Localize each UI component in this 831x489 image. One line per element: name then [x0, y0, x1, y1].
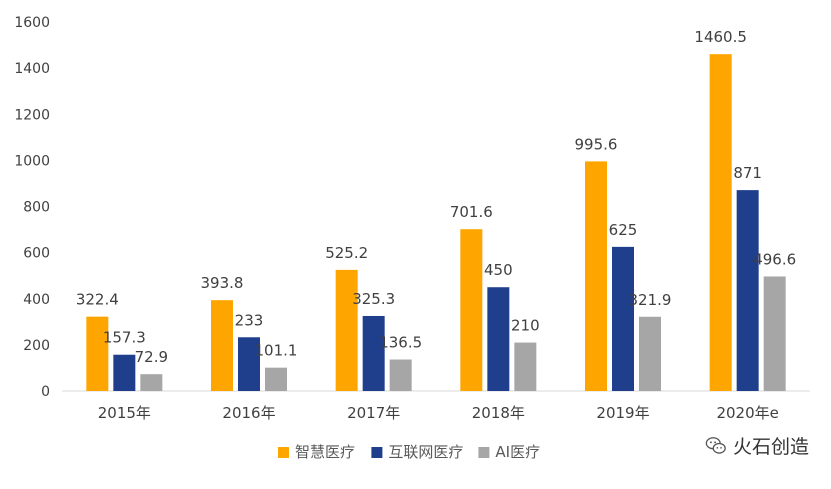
bar — [487, 287, 510, 391]
x-tick-label: 2020年e — [716, 404, 778, 422]
legend-swatch — [371, 447, 383, 458]
legend-swatch — [478, 447, 490, 458]
bar — [585, 161, 607, 391]
bar — [763, 276, 786, 391]
bar — [639, 316, 661, 391]
data-label: 101.1 — [255, 342, 298, 360]
data-label: 322.4 — [76, 291, 119, 309]
y-tick-label: 0 — [41, 384, 50, 400]
y-tick-label: 600 — [23, 246, 50, 262]
watermark: 火石创造 — [705, 432, 809, 459]
y-tick-label: 1200 — [14, 107, 50, 123]
bar — [460, 229, 483, 391]
watermark-text: 火石创造 — [732, 436, 809, 458]
x-tick-label: 2017年 — [347, 404, 400, 422]
x-tick-label: 2019年 — [596, 404, 649, 422]
data-label: 496.6 — [753, 250, 796, 268]
data-label: 233 — [235, 311, 264, 329]
y-tick-label: 1600 — [14, 15, 50, 31]
bar — [736, 190, 759, 391]
x-tick-label: 2016年 — [222, 404, 275, 422]
data-label: 210 — [511, 317, 540, 335]
bar — [238, 337, 260, 391]
data-label: 701.6 — [450, 203, 493, 221]
bar — [709, 54, 732, 392]
data-label: 450 — [484, 261, 513, 279]
y-tick-label: 1400 — [14, 61, 50, 77]
data-label: 1460.5 — [694, 28, 747, 46]
y-tick-label: 200 — [23, 338, 50, 354]
y-tick-label: 400 — [23, 292, 50, 308]
data-label: 72.9 — [135, 348, 168, 366]
bar — [389, 359, 412, 391]
data-label: 995.6 — [575, 135, 618, 153]
bar — [113, 354, 136, 391]
legend-label: AI医疗 — [495, 443, 540, 461]
bar — [265, 367, 287, 391]
bar — [140, 374, 163, 391]
bar — [612, 246, 634, 391]
x-tick-label: 2018年 — [472, 404, 525, 422]
wechat-icon — [705, 436, 726, 454]
bar — [211, 300, 233, 391]
data-label: 871 — [733, 164, 762, 182]
data-label: 393.8 — [201, 274, 244, 292]
data-label: 525.2 — [325, 244, 368, 262]
legend-label: 互联网医疗 — [388, 443, 463, 461]
x-tick-label: 2015年 — [98, 404, 151, 422]
bar — [86, 316, 109, 391]
bar — [514, 342, 537, 391]
bar — [335, 269, 358, 391]
y-tick-label: 1000 — [14, 153, 50, 169]
y-tick-label: 800 — [23, 200, 50, 216]
data-label: 625 — [609, 221, 638, 239]
legend-swatch — [278, 447, 289, 458]
bar — [362, 315, 385, 391]
legend-label: 智慧医疗 — [295, 443, 355, 461]
data-label: 136.5 — [379, 334, 422, 352]
data-label: 321.9 — [629, 291, 672, 309]
data-label: 325.3 — [352, 290, 395, 308]
data-label: 157.3 — [103, 329, 146, 347]
